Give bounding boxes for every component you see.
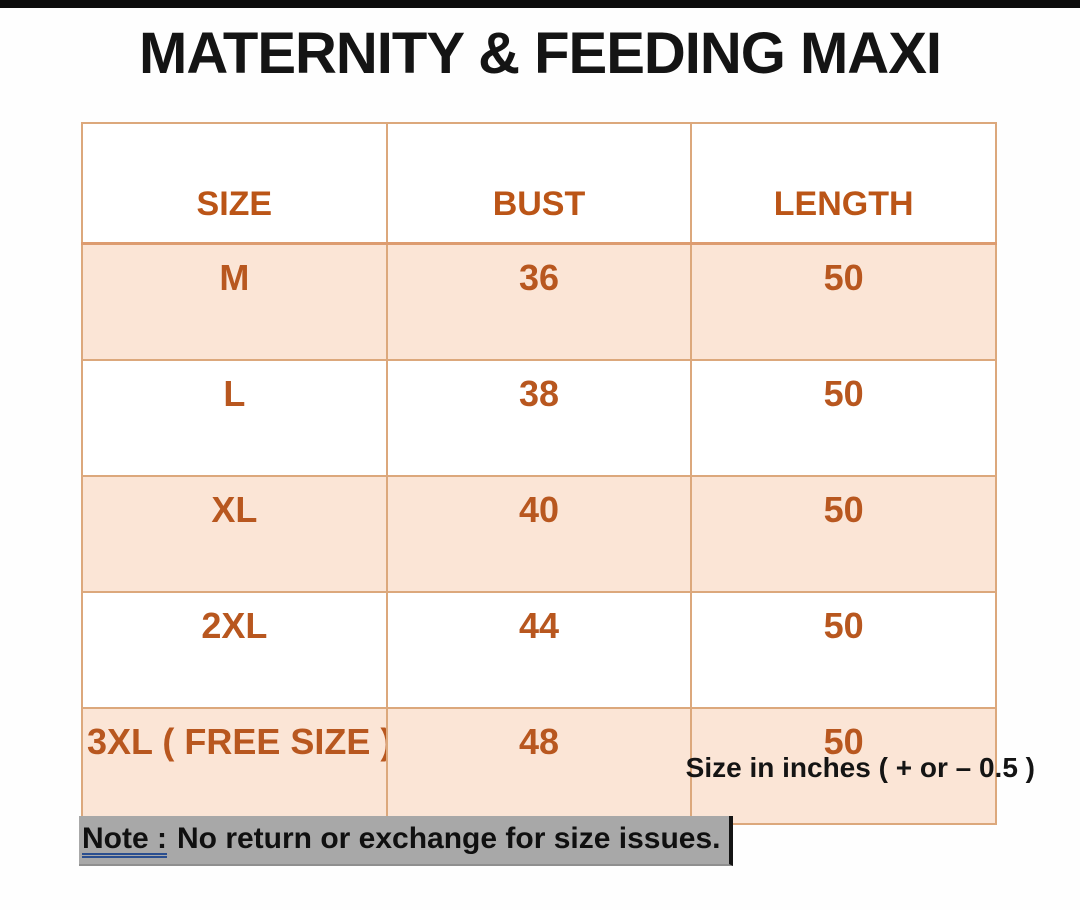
- cell-size: XL: [81, 475, 388, 593]
- page-title: MATERNITY & FEEDING MAXI: [139, 21, 942, 86]
- table-row: XL 40 50: [81, 475, 997, 593]
- cell-bust: 44: [385, 591, 693, 709]
- cell-length: 50: [690, 359, 997, 477]
- cell-bust: 40: [385, 475, 693, 593]
- column-header-bust: BUST: [385, 122, 693, 245]
- cell-bust: 36: [385, 242, 693, 361]
- cell-bust: 48: [385, 707, 693, 825]
- cell-bust: 38: [385, 359, 693, 477]
- cell-size: 3XL ( FREE SIZE ): [81, 707, 388, 825]
- return-policy-note: Note : No return or exchange for size is…: [79, 816, 733, 866]
- table-row: M 36 50: [81, 242, 997, 361]
- column-header-length: LENGTH: [690, 122, 997, 245]
- cell-size: M: [81, 242, 388, 361]
- cell-length: 50: [690, 242, 997, 361]
- cell-size: 2XL: [81, 591, 388, 709]
- cell-length: 50: [690, 707, 997, 825]
- cell-size: L: [81, 359, 388, 477]
- unit-tolerance-note: Size in inches ( + or – 0.5 ): [685, 752, 1035, 783]
- note-label: Note :: [82, 822, 167, 855]
- size-chart-table: SIZE BUST LENGTH M 36 50 L 38 50 XL 40 5…: [81, 122, 997, 825]
- table-row: L 38 50: [81, 359, 997, 477]
- top-border-strip: [0, 0, 1080, 8]
- table-header-row: SIZE BUST LENGTH: [81, 122, 997, 245]
- table-row: 2XL 44 50: [81, 591, 997, 709]
- cell-length: 50: [690, 475, 997, 593]
- cell-length: 50: [690, 591, 997, 709]
- table-row: 3XL ( FREE SIZE ) 48 50: [81, 707, 997, 825]
- column-header-size: SIZE: [81, 122, 388, 245]
- note-text: No return or exchange for size issues.: [177, 822, 721, 855]
